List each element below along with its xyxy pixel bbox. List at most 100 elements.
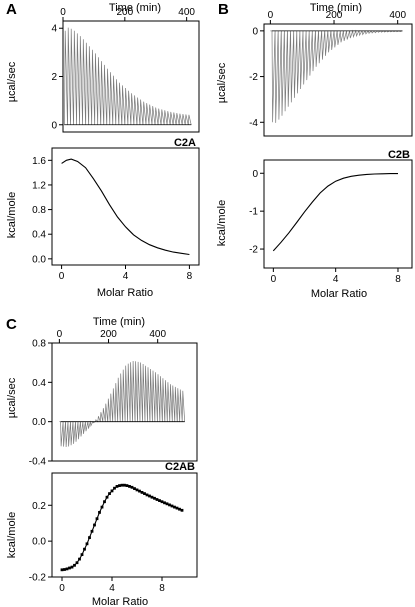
panel-c-isotherm-x-tick-label-2: 8 bbox=[159, 583, 165, 594]
panel-c-thermogram-x-tick-label-1: 200 bbox=[100, 329, 117, 340]
panel-b-isotherm-x-tick-label-1: 4 bbox=[333, 274, 339, 285]
panel-c-isotherm-point-4 bbox=[70, 565, 74, 569]
panel-c-isotherm-x-tick-label-0: 0 bbox=[59, 583, 65, 594]
panel-c-isotherm-point-21 bbox=[113, 486, 116, 490]
panel-c-isotherm-y-tick-label-0: -0.2 bbox=[29, 573, 47, 584]
panel-c-isotherm-point-34 bbox=[145, 493, 149, 497]
panel-c-isotherm-point-39 bbox=[158, 499, 161, 502]
panel-b-thermogram-x-tick-label-0: 0 bbox=[268, 10, 274, 21]
panel-c-isotherm-y-tick-label-2: 0.2 bbox=[32, 501, 46, 512]
panel-c-isotherm-point-19 bbox=[108, 492, 111, 495]
panel-a-molar-ratio-axis-title: Molar Ratio bbox=[97, 287, 153, 299]
panel-c-isotherm-point-14 bbox=[95, 517, 99, 521]
panel-c-enthalpy-axis-title: kcal/mole bbox=[6, 512, 18, 558]
panel-a-isotherm-x-tick-label-2: 8 bbox=[187, 271, 193, 282]
panel-a-isotherm-y-tick-label-4: 1.6 bbox=[32, 156, 46, 167]
panel-letter-c: C bbox=[6, 316, 17, 333]
panel-a-isotherm-y-tick-label-2: 0.8 bbox=[32, 205, 46, 216]
panel-c-isotherm-point-46 bbox=[175, 506, 179, 510]
panel-c-isotherm-point-25 bbox=[123, 483, 126, 487]
panel-c-isotherm-point-24 bbox=[120, 483, 124, 487]
panel-c-isotherm-point-35 bbox=[148, 494, 151, 498]
panel-b-sample-label: C2B bbox=[388, 149, 410, 161]
panel-c-isotherm-point-29 bbox=[133, 487, 136, 490]
panel-c-isotherm-point-10 bbox=[85, 542, 89, 546]
panel-b-isotherm-x-tick-label-2: 8 bbox=[395, 274, 401, 285]
panel-c-molar-ratio-axis-title: Molar Ratio bbox=[92, 596, 148, 607]
panel-b-enthalpy-axis-title: kcal/mole bbox=[216, 200, 228, 246]
panel-a-thermogram-y-tick-label-1: 2 bbox=[51, 72, 57, 83]
panel-b-isotherm-y-tick-label-2: 0 bbox=[252, 169, 258, 180]
panel-c-isotherm-point-30 bbox=[135, 488, 139, 492]
panel-b-time-axis-title: Time (min) bbox=[310, 2, 362, 14]
panel-c-isotherm-point-6 bbox=[75, 561, 79, 565]
panel-c-isotherm-point-48 bbox=[180, 508, 184, 512]
panel-c-isotherm-frame bbox=[51, 472, 198, 578]
panel-a-time-axis-title: Time (min) bbox=[109, 2, 161, 14]
panel-a-isotherm-fit-line bbox=[61, 158, 190, 256]
panel-c-isotherm-point-16 bbox=[100, 505, 104, 509]
panel-a-thermogram-y-tick-label-0: 0 bbox=[51, 120, 57, 131]
panel-b-isotherm-x-tick-label-0: 0 bbox=[271, 274, 277, 285]
panel-c-isotherm-y-tick-label-1: 0.0 bbox=[32, 537, 46, 548]
panel-c-isotherm-point-13 bbox=[93, 523, 96, 527]
panel-c-isotherm-point-27 bbox=[128, 485, 131, 488]
panel-c-isotherm-point-8 bbox=[80, 553, 84, 556]
panel-c-thermogram-frame bbox=[51, 342, 198, 462]
panel-c-isotherm-point-33 bbox=[143, 492, 146, 495]
panel-c-isotherm-point-22 bbox=[115, 485, 119, 488]
panel-c-thermogram-y-tick-label-3: 0.8 bbox=[32, 339, 46, 350]
panel-c-thermogram-y-tick-label-0: -0.4 bbox=[29, 457, 47, 468]
panel-b-isotherm-y-tick-label-0: -2 bbox=[249, 245, 258, 256]
panel-b-isotherm-frame bbox=[263, 159, 413, 269]
panel-b-molar-ratio-axis-title: Molar Ratio bbox=[311, 288, 367, 300]
panel-a-sample-label: C2A bbox=[174, 137, 196, 149]
panel-a-isotherm-frame bbox=[51, 147, 200, 266]
panel-c-isotherm-point-20 bbox=[110, 489, 114, 493]
panel-c-isotherm-point-17 bbox=[103, 500, 106, 504]
panel-c-isotherm-point-1 bbox=[63, 568, 66, 571]
panel-c-isotherm-point-44 bbox=[170, 504, 174, 508]
panel-c-thermogram-y-tick-label-1: 0.0 bbox=[32, 417, 46, 428]
panel-letter-a: A bbox=[6, 1, 17, 18]
panel-c-isotherm-point-18 bbox=[105, 495, 109, 499]
panel-c-isotherm-point-5 bbox=[73, 563, 76, 567]
panel-b-thermogram-x-tick-label-1: 200 bbox=[326, 10, 343, 21]
panel-c-isotherm-point-11 bbox=[88, 536, 91, 539]
panel-c-thermogram-x-tick-label-2: 400 bbox=[149, 329, 166, 340]
panel-c-isotherm-x-tick-label-1: 4 bbox=[109, 583, 115, 594]
panel-a: A Time (min) µcal/sec C2A kcal/mole Mola… bbox=[6, 1, 200, 299]
panel-c-time-axis-title: Time (min) bbox=[93, 316, 145, 328]
panel-c-isotherm-point-23 bbox=[118, 484, 121, 487]
panel-b-thermogram-y-tick-label-0: -4 bbox=[249, 118, 258, 129]
panel-c-isotherm-point-37 bbox=[153, 496, 156, 500]
panel-a-isotherm-y-tick-label-3: 1.2 bbox=[32, 180, 46, 191]
panel-b: B Time (min) µcal/sec C2B kcal/mole Mola… bbox=[216, 1, 413, 300]
panel-a-power-axis-title: µcal/sec bbox=[6, 61, 18, 102]
panel-c-isotherm-point-26 bbox=[125, 484, 129, 487]
panel-c-isotherm-point-42 bbox=[165, 502, 169, 506]
panel-b-power-axis-title: µcal/sec bbox=[216, 62, 228, 103]
panel-b-thermogram-y-tick-label-2: 0 bbox=[252, 26, 258, 37]
panel-c-isotherm-point-41 bbox=[163, 501, 166, 505]
panel-c-isotherm-point-38 bbox=[155, 498, 159, 501]
panel-b-thermogram-trace bbox=[270, 29, 403, 123]
panel-c-thermogram-y-tick-label-2: 0.4 bbox=[32, 378, 46, 389]
panel-a-isotherm-x-tick-label-1: 4 bbox=[123, 271, 129, 282]
panel-a-thermogram-x-tick-label-0: 0 bbox=[60, 7, 66, 18]
panel-a-thermogram-x-tick-label-2: 400 bbox=[178, 7, 195, 18]
panel-c-isotherm-point-40 bbox=[160, 500, 164, 504]
panel-c-isotherm-line bbox=[61, 484, 183, 571]
panel-c-isotherm-point-2 bbox=[65, 567, 69, 571]
panel-c-isotherm-point-31 bbox=[138, 489, 141, 493]
panel-c-thermogram-trace bbox=[59, 360, 186, 448]
panel-c-isotherm-point-15 bbox=[98, 511, 101, 514]
panel-c-isotherm-point-32 bbox=[140, 491, 144, 494]
panel-c-isotherm-point-9 bbox=[83, 547, 86, 551]
panel-c-isotherm-point-3 bbox=[68, 566, 71, 570]
panel-c-isotherm-point-28 bbox=[130, 485, 134, 489]
panel-c-isotherm-point-0 bbox=[60, 568, 64, 572]
panel-a-thermogram-y-tick-label-2: 4 bbox=[51, 24, 57, 35]
panel-b-thermogram-y-tick-label-1: -2 bbox=[249, 72, 258, 83]
panel-c-power-axis-title: µcal/sec bbox=[6, 377, 18, 418]
